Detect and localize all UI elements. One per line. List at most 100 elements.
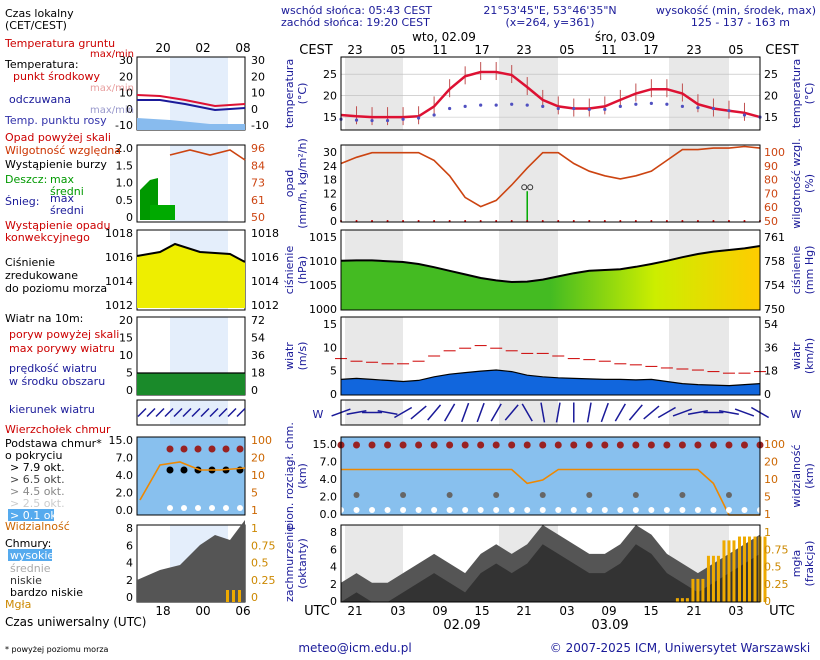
panel-unit-right-cloudbase: (km)	[803, 463, 816, 489]
wind-direction-arrow	[657, 406, 676, 419]
panel-title-right-cloudbase: widzialność	[790, 444, 803, 507]
cloud-top-dot	[709, 441, 717, 449]
legend-tick-left-wind: 10	[119, 349, 133, 362]
axis-tick-left-pressure: 1010	[309, 255, 337, 268]
cloud-base-dot	[555, 507, 562, 513]
day-label-1: wto, 02.09	[412, 30, 476, 44]
axis-tick-left-pressure: 1005	[309, 279, 337, 292]
night-band	[499, 400, 558, 425]
hour-label-top: 05	[559, 43, 574, 57]
wind-direction-arrow	[410, 405, 427, 420]
legend-tick-left-precip: 0	[126, 211, 133, 224]
wind-direction-arrow	[443, 403, 456, 422]
panel-unit-left-wind: (m/s)	[296, 342, 309, 371]
legend-hour-top: 02	[195, 41, 210, 55]
night-band	[669, 317, 729, 395]
wind-direction-arrow	[586, 402, 592, 423]
legend-humidity-line	[169, 149, 246, 161]
legend-wind-direction-arrow	[200, 407, 210, 418]
legend-wind-direction-arrow	[218, 407, 228, 418]
cloud-base-dot	[710, 507, 717, 513]
cloud-top-dot	[399, 441, 407, 449]
legend-hour-bottom: 00	[195, 604, 210, 618]
night-band	[345, 145, 403, 222]
legend-tick-left-precip: 0.5	[116, 194, 134, 207]
footer-email[interactable]: meteo@icm.edu.pl	[298, 641, 411, 655]
cloud-base-dot-mid	[586, 492, 593, 498]
dew-point-dot	[370, 118, 374, 123]
legend-cloud-area	[137, 520, 245, 602]
storm-marker	[521, 184, 528, 191]
cloud-base-dot	[508, 507, 515, 513]
temp-tick-right: 15	[764, 111, 778, 124]
cloud-base-dot	[539, 507, 546, 513]
dew-point-dot	[742, 113, 747, 117]
panel-unit-right-precip: (%)	[803, 174, 816, 193]
cloud-base-dot	[415, 507, 422, 513]
legend-cloud-top-dot	[236, 445, 244, 453]
legend-pressure-2: zredukowane	[5, 269, 78, 282]
dew-point-dot	[525, 103, 529, 107]
legend-visibility-line	[139, 461, 246, 501]
wind-direction-arrow	[600, 402, 609, 423]
legend-tick-right-cloudcover: 0.5	[251, 557, 269, 570]
wind-speed-area	[341, 370, 760, 395]
panel-title-right-pressure: ciśnienie	[790, 246, 803, 295]
legend-cloud-top: Wierzchołek chmur	[5, 423, 111, 436]
cloud-top-dot	[477, 441, 485, 449]
temp-tick-right: 20	[764, 90, 778, 103]
legend-tick-left-precip: 1.0	[116, 177, 134, 190]
legend-tick-right-cloudbase: 1	[251, 504, 258, 517]
legend-tick-left-cloudcover: 6	[126, 539, 133, 552]
legend-conv-2: konwekcyjnego	[5, 231, 90, 244]
sunset-text: zachód słońca: 19:20 CEST	[281, 16, 430, 29]
cloud-top-dot	[430, 441, 438, 449]
cloud-top-dot	[725, 441, 733, 449]
legend-cloud-base-2: o pokryciu	[5, 449, 62, 462]
legend-base-dot	[181, 505, 187, 511]
legend-cloud-top-dot	[166, 445, 174, 453]
axis-tick-left-wind: 10	[323, 341, 337, 354]
legend-tick-left-cloudcover: 2	[126, 574, 133, 587]
legend-wind-direction-arrow	[137, 407, 147, 418]
legend-utc: Czas uniwersalny (UTC)	[5, 615, 146, 629]
wind-direction-arrow	[555, 402, 561, 423]
panel-title-right-temp: temperatura	[790, 59, 803, 128]
panel-title-right-wind: wiatr	[790, 342, 803, 370]
legend-tick-left-precip: 1.5	[116, 159, 134, 172]
cloud-top-dot	[632, 441, 640, 449]
legend-tick-left-wind: 15	[119, 332, 133, 345]
cloud-base-dot-mid	[632, 492, 639, 498]
legend-tick-right-temp: 10	[251, 87, 265, 100]
wind-direction-arrow	[461, 402, 470, 423]
cloud-base-dot	[679, 507, 686, 513]
panel-unit-right-cloudcover: (frakcja)	[803, 541, 816, 587]
legend-tick-right-temp: 20	[251, 70, 265, 83]
cloud-base-dot	[353, 507, 360, 513]
panel-frame-dir	[340, 399, 761, 426]
panel-unit-left-temp: (°C)	[296, 83, 309, 105]
legend-wind-direction-arrow	[155, 407, 165, 418]
legend-wind-title: Wiatr na 10m:	[5, 312, 83, 325]
hour-label-top: 23	[686, 43, 701, 57]
panel-unit-right-pressure: (mm Hg)	[803, 246, 816, 295]
axis-tick-left-precip: 18	[323, 174, 337, 187]
panel-frame-wind	[340, 316, 761, 396]
legend-wind-direction-arrow	[182, 407, 192, 418]
legend-wind-speed-2: w środku obszaru	[9, 375, 105, 388]
legend-tick-left-cloudbase: 2.0	[116, 487, 134, 500]
panel-frame-precip	[340, 144, 761, 223]
dew-point-dot	[541, 104, 545, 108]
cloud-base-dot	[648, 507, 655, 513]
fog-bar	[716, 555, 720, 602]
legend-okt-5-bg	[8, 509, 54, 521]
dew-point-dot	[587, 107, 591, 111]
legend-clouds: Chmury:	[5, 537, 51, 550]
wind-direction-arrow	[628, 404, 643, 421]
cloud-top-dot	[554, 441, 562, 449]
hour-label-top: 05	[390, 43, 405, 57]
temp-tick-left: 25	[323, 68, 337, 81]
fog-bar	[737, 536, 741, 602]
